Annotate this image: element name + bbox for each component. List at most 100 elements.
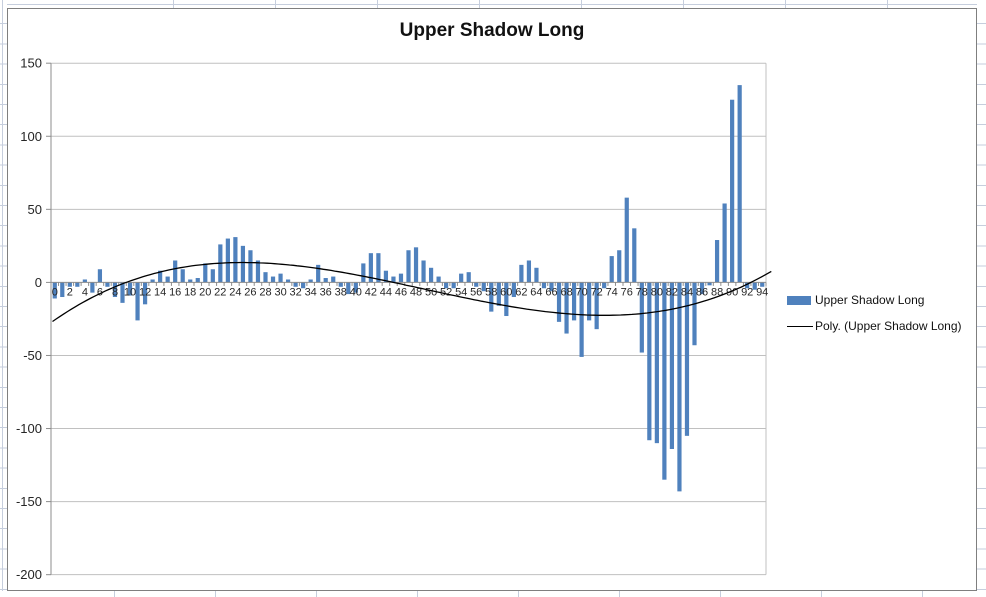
bar[interactable]	[594, 282, 599, 330]
bar[interactable]	[52, 282, 57, 299]
bar[interactable]	[684, 282, 690, 436]
bar[interactable]	[541, 282, 547, 289]
bar[interactable]	[75, 282, 80, 287]
bar[interactable]	[489, 282, 494, 312]
trendline-path[interactable]	[52, 261, 772, 323]
worksheet-left-strip[interactable]	[0, 0, 7, 597]
bar[interactable]	[383, 270, 389, 283]
bar[interactable]	[519, 264, 524, 283]
bar[interactable]	[579, 282, 584, 357]
bar[interactable]	[240, 245, 246, 283]
bar[interactable]	[308, 279, 313, 283]
bar[interactable]	[112, 282, 118, 298]
bar[interactable]	[338, 282, 343, 287]
chart-legend[interactable]: Upper Shadow Long Poly. (Upper Shadow Lo…	[787, 293, 975, 345]
bar[interactable]	[745, 282, 750, 289]
bar[interactable]	[278, 273, 283, 283]
bar[interactable]	[669, 282, 675, 449]
bar[interactable]	[699, 282, 705, 295]
bar[interactable]	[632, 228, 637, 283]
bar[interactable]	[760, 282, 765, 287]
bar[interactable]	[120, 282, 125, 303]
bar[interactable]	[617, 250, 622, 283]
bar[interactable]	[511, 282, 516, 298]
bar[interactable]	[135, 282, 140, 321]
bar[interactable]	[361, 263, 366, 283]
bar[interactable]	[481, 282, 486, 292]
bar[interactable]	[451, 282, 456, 289]
bar[interactable]	[90, 282, 95, 293]
bar[interactable]	[188, 279, 193, 283]
bar[interactable]	[436, 276, 441, 283]
bar[interactable]	[534, 267, 539, 283]
bar[interactable]	[210, 269, 215, 283]
bar[interactable]	[413, 247, 419, 283]
worksheet-top-strip[interactable]	[0, 0, 986, 8]
bar[interactable]	[662, 282, 667, 480]
bar[interactable]	[301, 282, 306, 289]
legend-item-series[interactable]: Upper Shadow Long	[787, 293, 975, 307]
bar[interactable]	[353, 282, 358, 293]
bar[interactable]	[571, 282, 577, 321]
bar[interactable]	[203, 263, 208, 283]
bar[interactable]	[549, 282, 554, 292]
bar[interactable]	[346, 282, 351, 295]
bar[interactable]	[127, 282, 133, 296]
bar[interactable]	[195, 278, 200, 283]
bar[interactable]	[323, 278, 328, 283]
bar[interactable]	[225, 238, 230, 283]
bar[interactable]	[376, 253, 381, 283]
worksheet-right-strip[interactable]	[977, 0, 986, 597]
bar[interactable]	[391, 276, 396, 283]
bar[interactable]	[293, 282, 298, 287]
bar[interactable]	[639, 282, 644, 353]
bar[interactable]	[624, 197, 629, 283]
bar[interactable]	[526, 260, 532, 283]
bar[interactable]	[105, 282, 110, 287]
bar[interactable]	[233, 237, 238, 283]
bar[interactable]	[602, 282, 607, 289]
bar[interactable]	[459, 273, 464, 283]
legend-item-trendline[interactable]: Poly. (Upper Shadow Long)	[787, 319, 975, 333]
bar[interactable]	[654, 282, 659, 444]
bar[interactable]	[142, 282, 148, 305]
bar[interactable]	[677, 282, 682, 492]
bar[interactable]	[504, 282, 509, 317]
bar[interactable]	[406, 250, 411, 283]
bar[interactable]	[496, 282, 501, 306]
bar[interactable]	[67, 282, 72, 287]
bar[interactable]	[564, 282, 569, 334]
bar[interactable]	[180, 269, 185, 283]
bar[interactable]	[316, 264, 321, 283]
bar[interactable]	[647, 282, 652, 441]
bar[interactable]	[150, 279, 155, 283]
bar[interactable]	[722, 203, 727, 283]
bar[interactable]	[609, 256, 614, 283]
chart-title[interactable]: Upper Shadow Long	[399, 20, 585, 41]
bar[interactable]	[165, 276, 170, 283]
bar[interactable]	[173, 260, 178, 283]
bar[interactable]	[714, 240, 720, 283]
bar[interactable]	[444, 282, 449, 289]
bar[interactable]	[263, 272, 268, 283]
bar[interactable]	[474, 282, 479, 287]
bar[interactable]	[331, 276, 336, 283]
bar[interactable]	[692, 282, 697, 346]
bar[interactable]	[730, 99, 735, 283]
bar[interactable]	[60, 282, 65, 298]
bar[interactable]	[707, 282, 712, 286]
bar[interactable]	[270, 276, 276, 283]
bar[interactable]	[466, 272, 471, 283]
bar[interactable]	[248, 250, 253, 283]
bar[interactable]	[556, 282, 562, 322]
bar[interactable]	[752, 282, 757, 290]
bar[interactable]	[285, 279, 291, 283]
bar[interactable]	[428, 267, 434, 283]
bar[interactable]	[97, 269, 103, 283]
bar[interactable]	[368, 253, 373, 283]
bar[interactable]	[421, 260, 426, 283]
bar[interactable]	[737, 85, 742, 283]
bar[interactable]	[82, 279, 87, 283]
bar[interactable]	[398, 273, 404, 283]
bar[interactable]	[587, 282, 592, 321]
